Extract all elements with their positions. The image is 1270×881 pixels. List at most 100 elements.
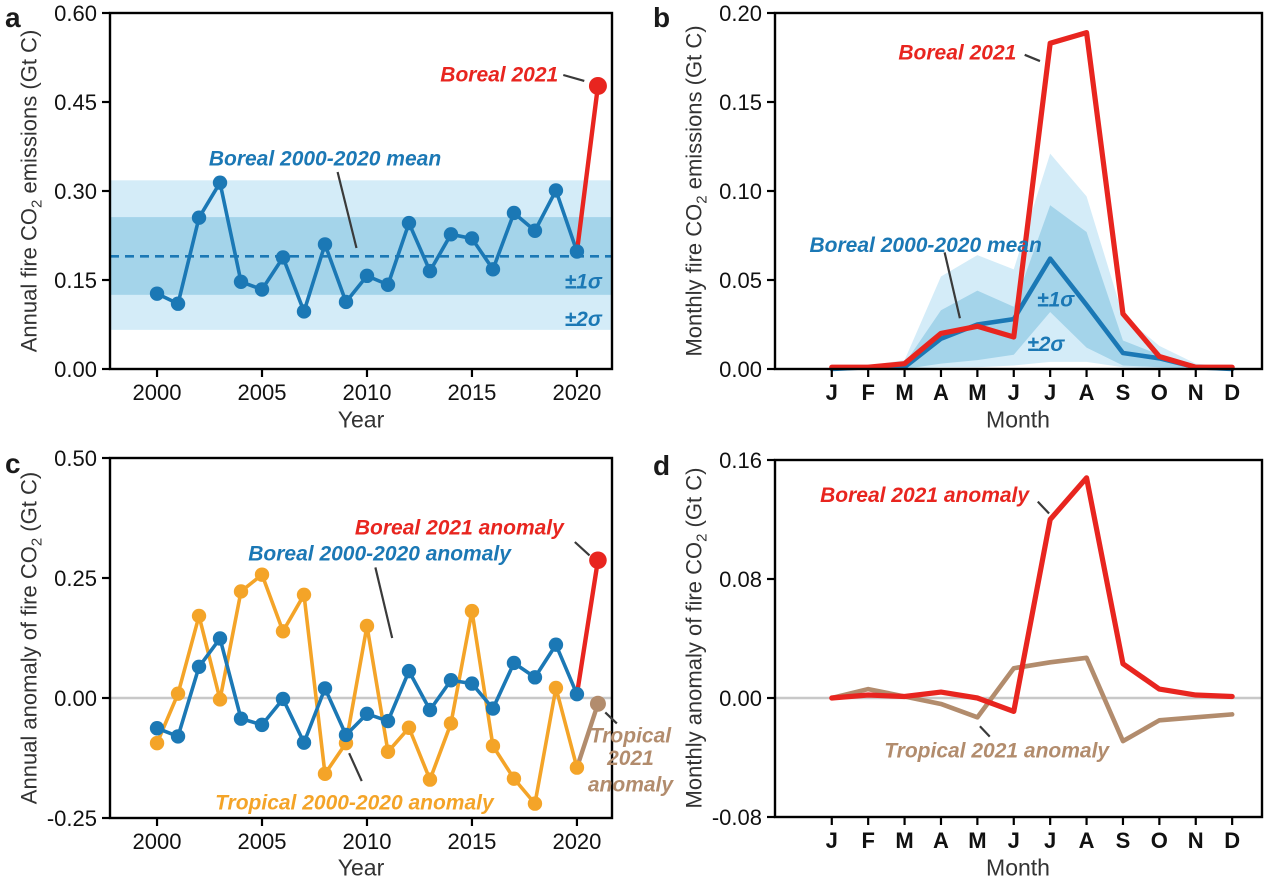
b-x-tick-label: A bbox=[1079, 380, 1095, 405]
c-marker-boreal-2000-2020-anomaly bbox=[527, 670, 543, 685]
panel-a-chart: 0.00 0.15 0.30 0.45 0.60 2000 2005 2010 2015 2020… bbox=[54, 1, 614, 405]
c-marker-boreal-2000-2020-anomaly bbox=[401, 663, 417, 679]
c-series-boreal-2021-anomaly bbox=[574, 558, 601, 697]
d-x-tick-label: M bbox=[968, 828, 986, 853]
d-annotation-tropical-2021-anomaly: Tropical 2021 anomaly bbox=[884, 740, 1110, 763]
c-x-tick-label: 2005 bbox=[238, 829, 287, 854]
d-x-tick-label: A bbox=[933, 828, 949, 853]
a-marker-boreal-2000-2020 bbox=[548, 183, 564, 198]
a-marker-boreal-2000-2020 bbox=[296, 304, 312, 319]
panel-a-y-axis-title: Annual fire CO2 emissions (Gt C) bbox=[16, 30, 45, 353]
b-x-tick-label: J bbox=[826, 380, 838, 405]
panel-b: b Monthly fire CO2 emissions (Gt C) Mont… bbox=[650, 0, 1270, 440]
c-marker-tropical-2021-anomaly bbox=[589, 695, 606, 712]
a-y-tick-label: 0.15 bbox=[54, 268, 97, 293]
a-marker-boreal-2000-2020 bbox=[254, 282, 270, 297]
c-marker-tropical-2000-2020-anomaly bbox=[317, 766, 333, 782]
d-x-tick-label: A bbox=[1079, 828, 1095, 853]
c-annotation-leader bbox=[348, 752, 363, 782]
a-annotation-leader bbox=[562, 73, 585, 82]
a-y-tick-label: 0.30 bbox=[54, 179, 97, 204]
d-x-tick-label: N bbox=[1188, 828, 1204, 853]
c-marker-tropical-2000-2020-anomaly bbox=[275, 624, 291, 639]
a-marker-boreal-2000-2020 bbox=[275, 250, 291, 265]
c-x-tick-label: 2000 bbox=[133, 829, 182, 854]
c-series-tropical-2021-anomaly bbox=[574, 701, 601, 770]
d-x-tick-label: J bbox=[1044, 828, 1056, 853]
c-marker-boreal-2000-2020-anomaly bbox=[254, 717, 270, 733]
d-annotation-boreal-2021-anomaly: Boreal 2021 anomaly bbox=[820, 484, 1030, 507]
d-annotation-leader bbox=[1036, 500, 1050, 515]
a-marker-boreal-2000-2020 bbox=[527, 223, 543, 238]
a-x-tick-label: 2015 bbox=[447, 380, 496, 405]
b-x-tick-label: O bbox=[1151, 380, 1168, 405]
c-annotation-anomaly: anomaly bbox=[588, 773, 675, 796]
c-annotation-leader bbox=[574, 541, 591, 557]
d-x-tick-label: J bbox=[1008, 828, 1020, 853]
b-annotation-1: ±1σ bbox=[1037, 288, 1075, 311]
b-y-tick-label: 0.00 bbox=[719, 357, 762, 382]
panel-a-y-title-post: emissions (Gt C) bbox=[16, 29, 42, 200]
c-marker-boreal-2021-anomaly bbox=[589, 551, 607, 570]
d-y-tick-label: -0.08 bbox=[712, 805, 762, 830]
b-y-tick-label: 0.10 bbox=[719, 179, 762, 204]
c-marker-boreal-2000-2020-anomaly bbox=[149, 721, 165, 736]
c-marker-boreal-2000-2020-anomaly bbox=[485, 701, 501, 716]
c-marker-tropical-2000-2020-anomaly bbox=[401, 720, 417, 735]
c-marker-boreal-2000-2020-anomaly bbox=[296, 735, 312, 750]
b-x-tick-label: M bbox=[895, 380, 913, 405]
a-marker-boreal-2000-2020 bbox=[233, 274, 249, 289]
d-series-tropical-2021-anomaly bbox=[829, 655, 1235, 744]
c-marker-tropical-2000-2020-anomaly bbox=[548, 680, 564, 696]
c-marker-tropical-2000-2020-anomaly bbox=[170, 686, 186, 701]
panel-c-y-title-sub: 2 bbox=[28, 537, 46, 547]
panel-b-y-title-text: Monthly fire CO bbox=[681, 203, 707, 357]
a-marker-boreal-2000-2020 bbox=[191, 210, 207, 225]
d-x-tick-label: S bbox=[1116, 828, 1131, 853]
panel-d-y-title-text: Monthly anomaly of fire CO bbox=[681, 541, 707, 809]
c-marker-boreal-2000-2020-anomaly bbox=[548, 637, 564, 652]
a-annotation-leader bbox=[336, 171, 358, 249]
d-annotation-leader bbox=[979, 725, 991, 738]
a-y-tick-label: 0.00 bbox=[54, 357, 97, 382]
a-marker-boreal-2000-2020 bbox=[359, 268, 375, 284]
a-marker-boreal-2000-2020 bbox=[380, 277, 396, 292]
d-y-tick-label: 0.16 bbox=[719, 448, 762, 473]
b-annotation-leader bbox=[1024, 53, 1041, 63]
panel-c: c Annual anomaly of fire CO2 (Gt C) Year… bbox=[0, 440, 675, 881]
d-x-tick-label: J bbox=[826, 828, 838, 853]
panel-c-x-axis-title: Year bbox=[337, 854, 385, 881]
d-plot-border bbox=[773, 458, 1264, 819]
a-x-tick-label: 2020 bbox=[552, 380, 601, 405]
panel-b-y-title-sub: 2 bbox=[693, 195, 711, 204]
c-marker-tropical-2000-2020-anomaly bbox=[527, 796, 543, 811]
c-x-tick-label: 2010 bbox=[343, 829, 392, 854]
b-y-tick-label: 0.05 bbox=[719, 268, 762, 293]
b-x-tick-label: J bbox=[1008, 380, 1020, 405]
a-marker-boreal-2000-2020 bbox=[443, 227, 459, 242]
c-marker-tropical-2000-2020-anomaly bbox=[506, 771, 522, 786]
c-marker-boreal-2000-2020-anomaly bbox=[443, 673, 459, 688]
c-marker-tropical-2000-2020-anomaly bbox=[422, 772, 438, 787]
c-marker-boreal-2000-2020-anomaly bbox=[170, 729, 186, 744]
panel-b-y-axis-title: Monthly fire CO2 emissions (Gt C) bbox=[681, 25, 710, 356]
c-marker-tropical-2000-2020-anomaly bbox=[212, 692, 228, 707]
panel-d: d Monthly anomaly of fire CO2 (Gt C) Mon… bbox=[650, 440, 1270, 881]
c-y-tick-label: 0.50 bbox=[54, 446, 97, 471]
panel-letter-b: b bbox=[653, 2, 671, 33]
a-marker-boreal-2000-2020 bbox=[338, 294, 354, 310]
panel-d-y-title-post: (Gt C) bbox=[681, 467, 707, 534]
d-x-tick-label: F bbox=[861, 828, 874, 853]
panel-c-chart: -0.25 0.00 0.25 0.50 2000 2005 2010 2015 2020 Bor… bbox=[47, 446, 675, 854]
a-annotation-boreal-2000-2020-mean: Boreal 2000-2020 mean bbox=[209, 147, 441, 170]
c-annotation-2021: 2021 bbox=[606, 747, 654, 770]
panel-a-x-axis-title: Year bbox=[337, 406, 385, 433]
a-annotation-1: ±1σ bbox=[565, 271, 603, 294]
c-annotation-boreal-2021-anomaly: Boreal 2021 anomaly bbox=[355, 517, 565, 540]
c-marker-tropical-2000-2020-anomaly bbox=[485, 738, 501, 754]
c-marker-tropical-2000-2020-anomaly bbox=[254, 567, 270, 582]
c-marker-tropical-2000-2020-anomaly bbox=[296, 587, 312, 602]
c-annotation-tropical: Tropical bbox=[590, 725, 672, 748]
a-marker-boreal-2000-2020 bbox=[464, 231, 480, 246]
c-marker-boreal-2000-2020-anomaly bbox=[464, 676, 480, 691]
